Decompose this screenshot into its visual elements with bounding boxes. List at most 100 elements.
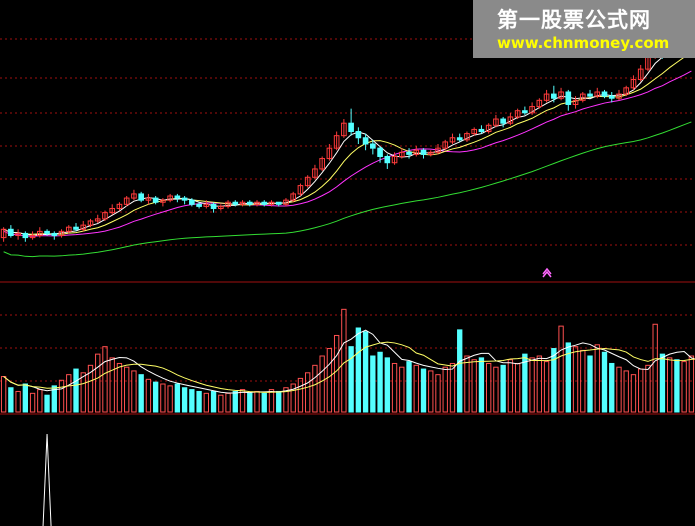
candle-body — [73, 226, 79, 230]
volume-bar — [377, 351, 383, 413]
volume-bar — [232, 390, 238, 413]
candle-body — [225, 201, 231, 207]
candle-body — [261, 201, 268, 205]
candle-body — [362, 137, 369, 145]
volume-bar — [652, 323, 658, 413]
volume-bar — [254, 390, 260, 413]
candle-body — [58, 230, 65, 237]
candle-body — [398, 151, 405, 157]
volume-bar — [630, 374, 637, 413]
volume-ma-short-line — [3, 329, 695, 394]
volume-bar — [22, 383, 29, 413]
volume-bar — [536, 355, 543, 413]
candle-body — [319, 158, 325, 170]
volume-bar — [362, 331, 369, 413]
volume-bar — [565, 342, 571, 413]
candle-body — [637, 68, 644, 81]
volume-bar — [196, 390, 202, 413]
candle-body — [420, 149, 427, 155]
volume-bar — [348, 346, 354, 413]
volume-bar — [131, 370, 137, 413]
candle-body — [377, 147, 383, 157]
volume-bar — [276, 390, 282, 413]
volume-bar — [493, 366, 499, 413]
volume-bar — [333, 334, 340, 413]
candle-body — [15, 232, 21, 237]
volume-bar — [8, 387, 14, 413]
volume-bar — [15, 390, 21, 413]
candle-body — [160, 199, 166, 203]
candle-body — [341, 122, 347, 137]
volume-bar — [189, 389, 195, 413]
volume-bar — [507, 359, 514, 413]
candle-body — [471, 128, 478, 135]
volume-bar — [261, 392, 267, 413]
candle-body — [304, 176, 311, 187]
volume-bar — [80, 372, 86, 413]
candle-body — [239, 201, 246, 205]
volume-bar — [225, 392, 231, 413]
volume-bar — [522, 353, 528, 413]
candle-body — [22, 232, 29, 239]
volume-bar — [384, 357, 390, 413]
candle-body — [123, 197, 130, 205]
volume-bar — [486, 362, 492, 413]
candle-body — [283, 199, 289, 205]
watermark-logo: 第一股票公式网 www.chnmoney.com — [473, 0, 695, 58]
candle-body — [384, 155, 391, 164]
volume-bar — [464, 355, 470, 413]
volume-bar — [594, 344, 600, 413]
volume-bar — [116, 362, 123, 413]
volume-bar — [681, 361, 687, 413]
volume-bar — [666, 357, 673, 413]
indicator-spike-line — [42, 433, 52, 526]
volume-bar — [420, 368, 427, 413]
candle-body — [138, 193, 144, 201]
candle-body — [94, 218, 101, 222]
volume-bar — [87, 364, 94, 413]
candle-body — [485, 124, 492, 133]
candle-body — [565, 91, 572, 105]
watermark-url: www.chnmoney.com — [497, 34, 670, 52]
volume-bar — [268, 389, 275, 413]
candle-body — [608, 95, 615, 99]
volume-bar — [124, 366, 130, 413]
candle-body — [522, 110, 528, 114]
volume-bar — [406, 361, 412, 413]
volume-bar — [167, 385, 173, 413]
candle-body — [37, 230, 43, 237]
volume-bar — [616, 366, 622, 413]
candle-body — [413, 149, 420, 155]
candle-body — [268, 201, 275, 205]
candle-body — [87, 220, 94, 226]
candle-body — [370, 143, 376, 149]
candle-body — [232, 201, 239, 205]
volume-bar — [341, 308, 347, 413]
candle-body — [152, 197, 159, 203]
candle-body — [442, 141, 449, 149]
volume-bar — [529, 357, 535, 413]
volume-bar — [312, 364, 318, 413]
volume-bar — [399, 366, 405, 413]
volume-bar — [623, 370, 629, 413]
candle-body — [348, 122, 354, 133]
candle-body — [478, 128, 485, 133]
candle-body — [254, 201, 260, 205]
volume-bar — [370, 355, 376, 413]
candle-body — [145, 197, 152, 201]
candle-body — [80, 224, 87, 230]
candle-body — [203, 203, 210, 207]
candle-body — [587, 93, 593, 97]
candle-body — [0, 228, 7, 239]
volume-bar — [587, 355, 593, 413]
candle-body — [333, 135, 340, 149]
candle-body — [601, 91, 608, 97]
volume-bar — [457, 329, 463, 413]
candle-body — [102, 212, 108, 220]
candle-body — [196, 203, 202, 207]
ma-long-line — [3, 70, 692, 237]
candle-body — [109, 207, 116, 214]
candle-body — [189, 199, 195, 205]
candle-body — [543, 93, 550, 101]
